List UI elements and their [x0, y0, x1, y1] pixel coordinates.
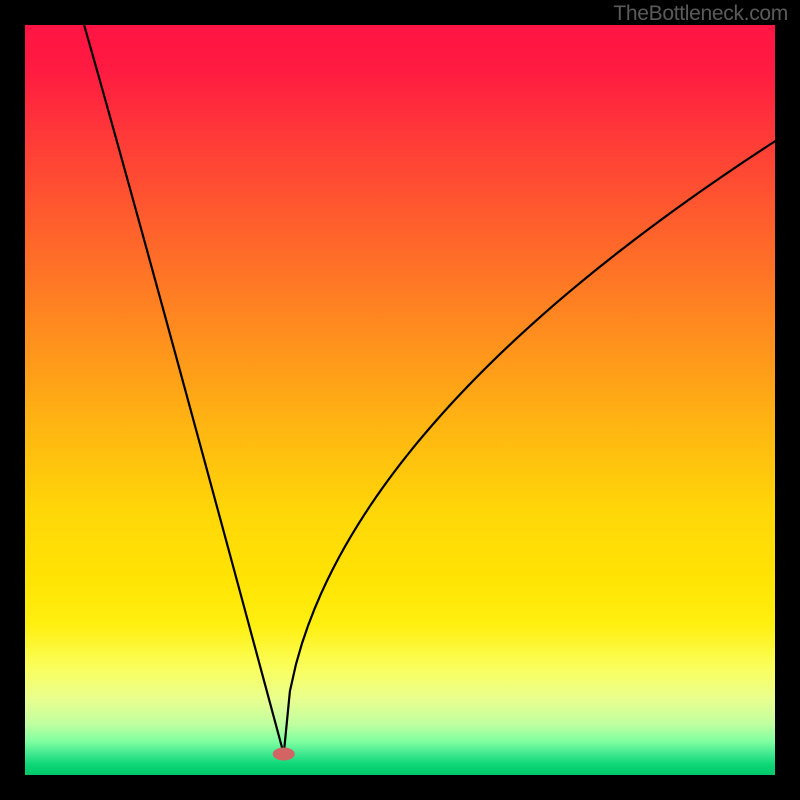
chart-background: [25, 25, 775, 775]
optimum-marker: [273, 748, 295, 761]
watermark: TheBottleneck.com: [613, 2, 788, 26]
bottleneck-chart: [25, 25, 775, 775]
